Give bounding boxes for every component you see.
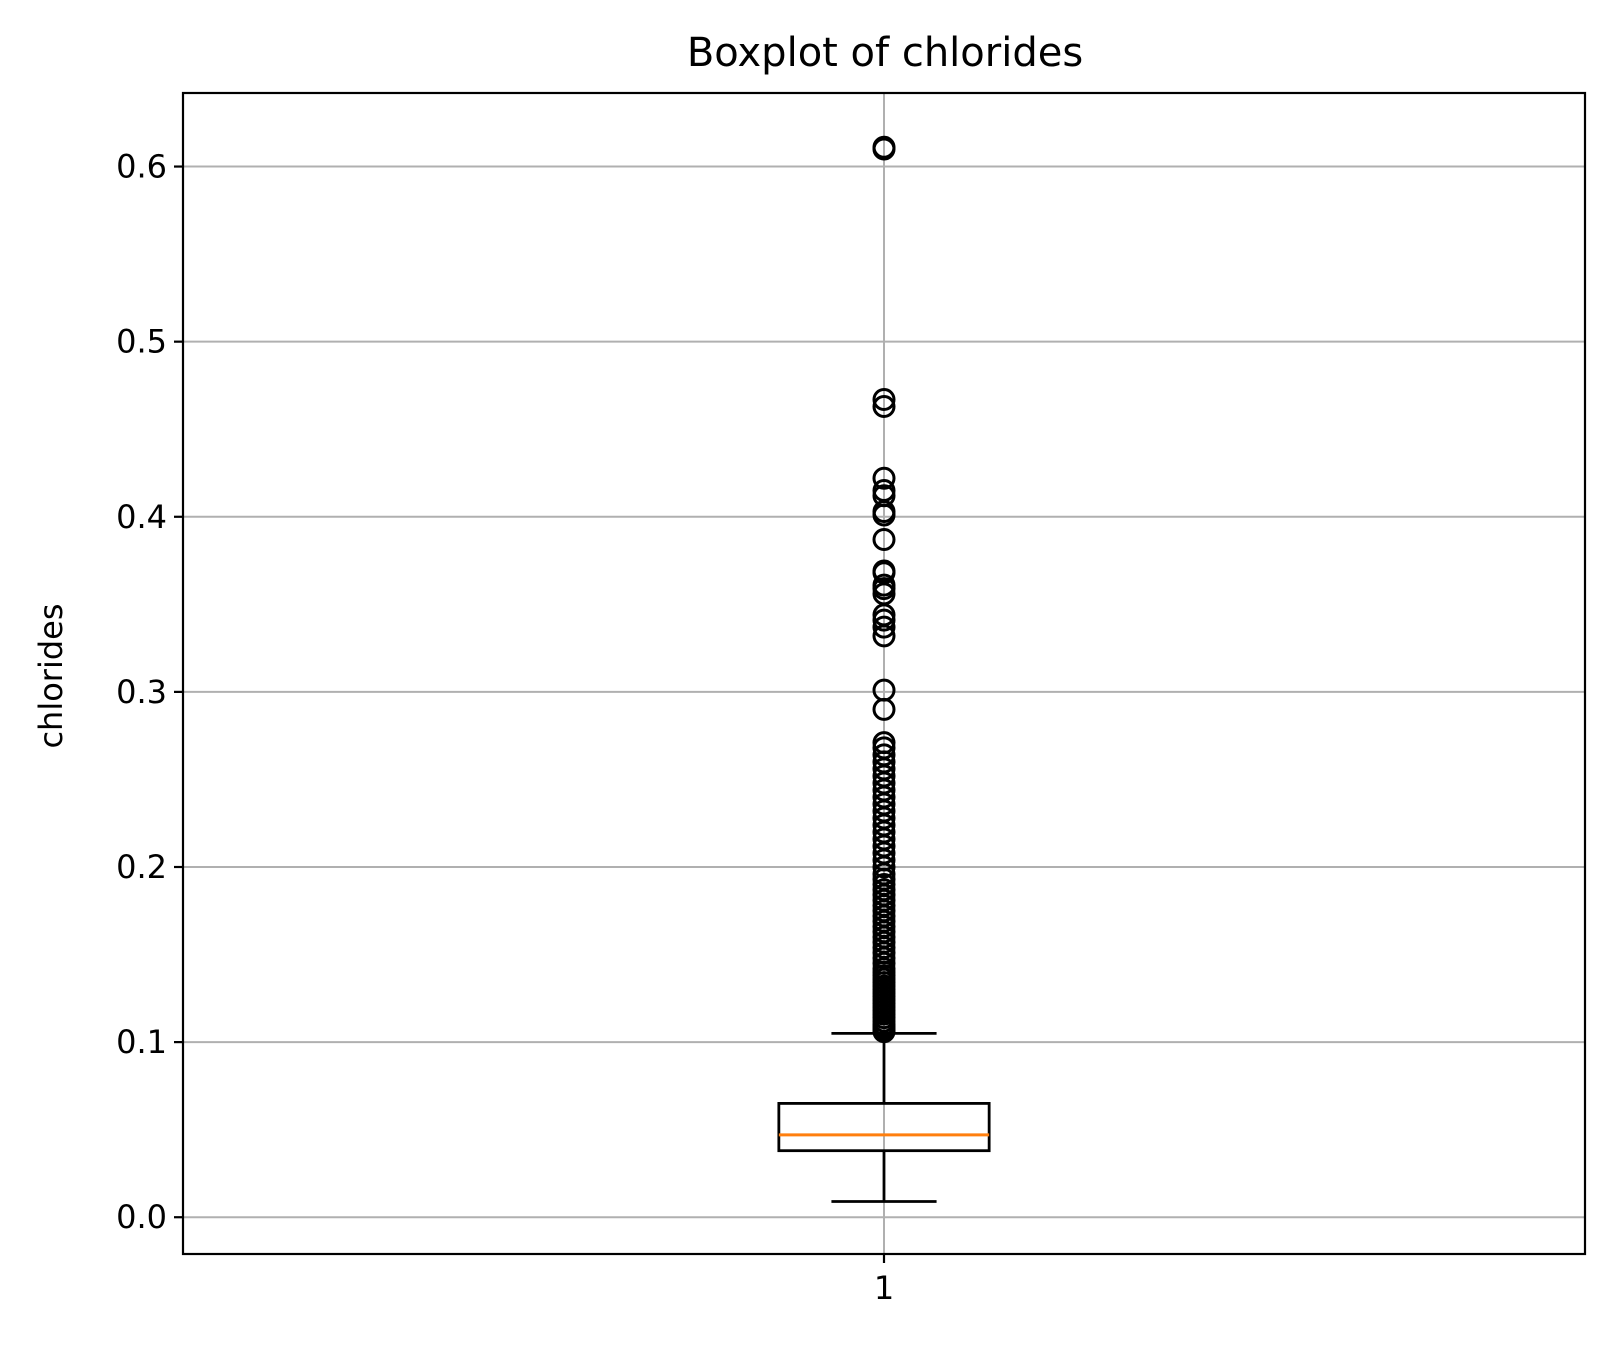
outlier-point bbox=[872, 573, 896, 597]
outlier-point bbox=[872, 466, 896, 490]
chart-title: Boxplot of chlorides bbox=[687, 30, 1083, 76]
box-layer bbox=[777, 1031, 991, 1203]
outlier-point bbox=[872, 394, 896, 418]
plot-area-frame bbox=[181, 91, 1587, 1256]
box-iqr bbox=[777, 1102, 991, 1153]
outlier-point bbox=[872, 528, 896, 552]
x-tick-label: 1 bbox=[874, 1269, 894, 1307]
y-tick-label: 0.1 bbox=[116, 1023, 167, 1061]
y-tick-label: 0.5 bbox=[116, 323, 167, 361]
outlier-point bbox=[872, 479, 896, 503]
y-tick-label: 0.2 bbox=[116, 848, 167, 886]
outlier-point bbox=[872, 743, 896, 767]
outlier-point bbox=[872, 615, 896, 639]
y-tick-label: 0.0 bbox=[116, 1198, 167, 1236]
y-axis-ticks: 0.0 0.1 0.2 0.3 0.4 0.5 0.6 bbox=[116, 148, 183, 1236]
y-axis-label: chlorides bbox=[32, 603, 70, 748]
outlier-point bbox=[872, 678, 896, 702]
x-axis-ticks: 1 bbox=[874, 1254, 894, 1307]
outlier-point bbox=[872, 387, 896, 411]
outlier-point bbox=[872, 559, 896, 583]
outlier-point bbox=[872, 731, 896, 755]
grid-layer bbox=[183, 93, 1585, 1254]
y-tick-label: 0.6 bbox=[116, 148, 167, 186]
y-tick-label: 0.3 bbox=[116, 673, 167, 711]
outlier-layer bbox=[872, 135, 896, 1044]
y-tick-label: 0.4 bbox=[116, 498, 167, 536]
outlier-point bbox=[872, 135, 896, 159]
